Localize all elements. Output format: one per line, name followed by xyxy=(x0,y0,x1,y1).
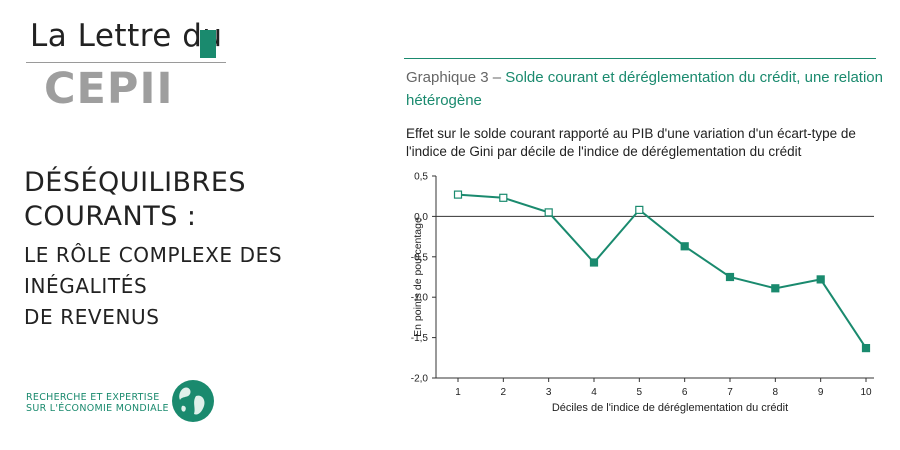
y-tick-label: -2,0 xyxy=(411,374,429,385)
chart-top-rule xyxy=(404,58,876,59)
tagline: RECHERCHE ET EXPERTISE SUR L'ÉCONOMIE MO… xyxy=(26,392,176,415)
data-point-significant xyxy=(816,275,825,284)
x-tick-label: 7 xyxy=(727,387,733,398)
chart-title-text: Solde courant et déréglementation du cré… xyxy=(406,69,883,110)
x-tick-label: 1 xyxy=(455,387,461,398)
headline: DÉSÉQUILIBRES COURANTS : LE RÔLE COMPLEX… xyxy=(24,166,394,333)
headline-line-3: DE REVENUS xyxy=(24,304,160,329)
series-line xyxy=(457,193,867,349)
brand-logo-cepii: CEPII xyxy=(44,64,174,114)
y-tick-label: -0,5 xyxy=(411,252,429,263)
data-point-not-significant xyxy=(635,205,644,214)
brand-accent-square xyxy=(200,30,216,58)
headline-line-1: DÉSÉQUILIBRES COURANTS : xyxy=(24,167,247,232)
data-point-significant xyxy=(771,284,780,293)
brand-divider xyxy=(26,62,226,63)
x-tick-label: 3 xyxy=(546,387,552,398)
y-axis-label: En points de pourcentage xyxy=(412,217,424,337)
data-point-significant xyxy=(725,272,735,282)
data-point-significant xyxy=(589,258,599,267)
x-tick-label: 10 xyxy=(860,387,872,398)
chart-title: Graphique 3 – Solde courant et dérégleme… xyxy=(406,66,886,113)
y-tick-label: 0,5 xyxy=(414,172,428,183)
x-tick-label: 5 xyxy=(637,387,643,398)
x-tick-label: 9 xyxy=(818,387,824,398)
data-point-not-significant xyxy=(499,193,508,202)
x-tick-label: 2 xyxy=(501,387,507,398)
y-tick-label: -1,0 xyxy=(411,293,429,304)
globe-icon xyxy=(172,380,214,422)
y-tick-label: 0,0 xyxy=(414,212,428,223)
headline-line-2: LE RÔLE COMPLEXE DES INÉGALITÉS xyxy=(24,242,283,298)
data-point-not-significant xyxy=(453,190,463,199)
y-tick-label: -1,5 xyxy=(411,333,429,344)
data-point-not-significant xyxy=(544,208,553,217)
chart-subtitle: Effet sur le solde courant rapporté au P… xyxy=(406,126,856,160)
tagline-line-1: RECHERCHE ET EXPERTISE xyxy=(26,392,160,403)
x-tick-label: 4 xyxy=(591,387,597,398)
data-point-significant xyxy=(861,344,871,353)
brand-title: La Lettre du xyxy=(30,18,223,54)
tagline-line-2: SUR L'ÉCONOMIE MONDIALE xyxy=(26,403,169,415)
chart-title-label: Graphique 3 – xyxy=(406,69,506,86)
x-axis-label: Déciles de l'indice de déréglementation … xyxy=(552,402,788,414)
data-point-significant xyxy=(680,242,689,251)
x-tick-label: 6 xyxy=(682,387,688,398)
x-tick-label: 8 xyxy=(773,387,779,398)
